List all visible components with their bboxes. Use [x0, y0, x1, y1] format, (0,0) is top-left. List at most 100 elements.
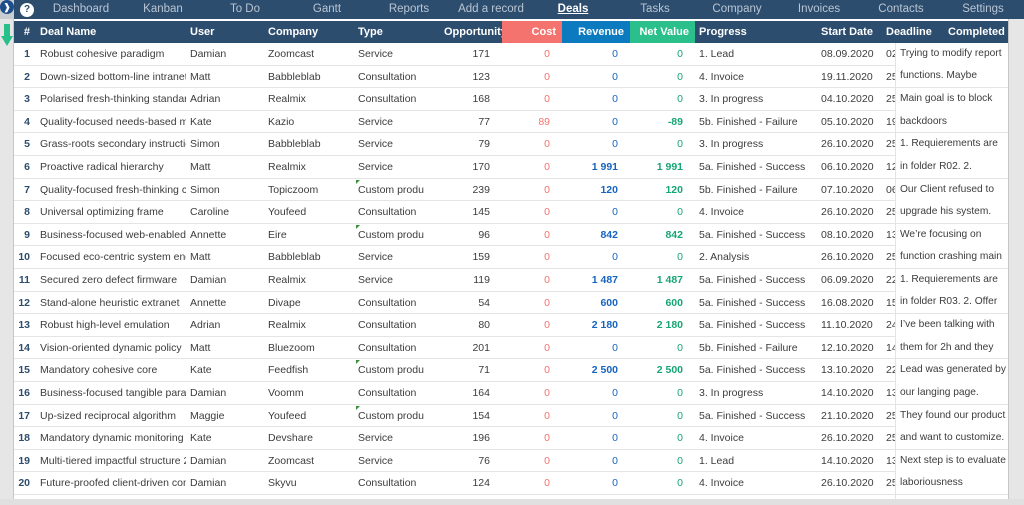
cell-revenue[interactable]: 0	[612, 206, 618, 219]
table-row[interactable]: 3 Polarised fresh-thinking standardizat Ad…	[14, 88, 1008, 111]
cell-company[interactable]: Voomm	[268, 386, 304, 399]
cell-notes[interactable]: 1. Requierements are in folder R02. 2. A…	[896, 133, 1008, 179]
cell-opportunity[interactable]: 168	[472, 93, 490, 106]
cell-deal-name[interactable]: Mandatory cohesive core	[40, 364, 158, 377]
cell-company[interactable]: Feedfish	[268, 364, 309, 377]
cell-start-date[interactable]: 19.11.2020	[821, 70, 873, 83]
cell-revenue[interactable]: 0	[612, 251, 618, 264]
cell-type[interactable]: Consultation	[358, 206, 417, 219]
cell-company[interactable]: Babbleblab	[268, 70, 321, 83]
cell-opportunity[interactable]: 171	[472, 48, 490, 60]
cell-type[interactable]: Service	[358, 454, 394, 467]
cell-idx[interactable]: 8	[24, 206, 30, 219]
cell-idx[interactable]: 11	[18, 273, 30, 286]
table-row[interactable]: 1 Robust cohesive paradigm Damian Zoomcast S…	[14, 43, 1008, 66]
cell-net-value[interactable]: 0	[677, 477, 683, 490]
cell-company[interactable]: Divape	[268, 296, 301, 309]
cell-net-value[interactable]: 2 500	[656, 364, 683, 377]
nav-item-contacts[interactable]: Contacts	[878, 3, 924, 15]
nav-item-deals[interactable]: Deals	[557, 3, 589, 15]
cell-revenue[interactable]: 0	[612, 341, 618, 354]
cell-start-date[interactable]: 08.09.2020	[821, 48, 874, 60]
cell-idx[interactable]: 9	[24, 228, 30, 241]
cell-net-value[interactable]: 842	[665, 228, 683, 241]
cell-opportunity[interactable]: 123	[472, 70, 490, 83]
cell-user[interactable]: Annette	[190, 228, 227, 241]
cell-deal-name[interactable]: Universal optimizing frame	[40, 206, 164, 219]
cell-idx[interactable]: 16	[18, 386, 30, 399]
cell-company[interactable]: Youfeed	[268, 409, 307, 422]
cell-user[interactable]: Matt	[190, 160, 211, 173]
cell-user[interactable]: Damian	[190, 477, 227, 490]
cell-net-value[interactable]: 0	[677, 341, 683, 354]
cell-type[interactable]: Consultation	[358, 477, 417, 490]
nav-item-to-do[interactable]: To Do	[229, 3, 261, 15]
table-row[interactable]: 19 Multi-tiered impactful structure 2 Dami…	[14, 449, 1008, 473]
cell-progress[interactable]: 5b. Finished - Failure	[699, 183, 798, 196]
bottom-scroll-gutter[interactable]	[0, 499, 1024, 505]
cell-notes[interactable]: Trying to modify report functions. Maybe…	[896, 43, 1008, 89]
column-header-revenue[interactable]: Revenue	[562, 21, 630, 43]
cell-user[interactable]: Kate	[190, 364, 212, 377]
table-row[interactable]: 4 Quality-focused needs-based modera Kate K…	[14, 110, 1008, 134]
cell-cost[interactable]: 0	[544, 228, 550, 241]
cell-opportunity[interactable]: 239	[472, 183, 490, 196]
cell-company[interactable]: Realmix	[268, 273, 306, 286]
cell-revenue[interactable]: 120	[600, 183, 618, 196]
cell-type[interactable]: Service	[358, 273, 394, 286]
cell-revenue[interactable]: 1 487	[591, 273, 618, 286]
cell-opportunity[interactable]: 145	[472, 206, 490, 219]
table-row[interactable]: 11 Secured zero defect firmware Damian Real…	[14, 268, 1008, 292]
cell-start-date[interactable]: 06.10.2020	[821, 160, 874, 173]
table-row[interactable]: 18 Mandatory dynamic monitoring Kate Devsha…	[14, 427, 1008, 450]
cell-net-value[interactable]: 1 487	[656, 273, 683, 286]
cell-progress[interactable]: 5a. Finished - Success	[699, 273, 806, 286]
cell-opportunity[interactable]: 196	[472, 432, 490, 445]
cell-user[interactable]: Damian	[190, 273, 227, 286]
cell-progress[interactable]: 5a. Finished - Success	[699, 364, 806, 377]
cell-revenue[interactable]: 0	[612, 138, 618, 151]
cell-company[interactable]: Realmix	[268, 319, 306, 332]
cell-revenue[interactable]: 2 180	[591, 319, 618, 332]
cell-revenue[interactable]: 0	[612, 70, 618, 83]
cell-net-value[interactable]: 0	[677, 454, 683, 467]
cell-idx[interactable]: 18	[18, 432, 30, 445]
cell-idx[interactable]: 19	[18, 454, 30, 467]
cell-start-date[interactable]: 12.10.2020	[821, 341, 874, 354]
cell-opportunity[interactable]: 96	[478, 228, 490, 241]
cell-opportunity[interactable]: 79	[478, 138, 490, 151]
cell-cost[interactable]: 0	[544, 341, 550, 354]
cell-deal-name[interactable]: Robust cohesive paradigm	[40, 48, 165, 60]
table-row[interactable]: 6 Proactive radical hierarchy Matt Realmix S…	[14, 155, 1008, 179]
cell-start-date[interactable]: 14.10.2020	[821, 454, 874, 467]
cell-opportunity[interactable]: 164	[472, 386, 490, 399]
cell-type[interactable]: Custom produ	[354, 405, 444, 428]
cell-deal-name[interactable]: Polarised fresh-thinking standardizat	[40, 93, 186, 106]
column-header-net-value[interactable]: Net Value	[630, 21, 695, 43]
nav-item-company[interactable]: Company	[712, 3, 762, 15]
table-row[interactable]: 7 Quality-focused fresh-thinking compl Sim…	[14, 178, 1008, 202]
nav-item-tasks[interactable]: Tasks	[640, 3, 670, 15]
cell-start-date[interactable]: 08.10.2020	[821, 228, 874, 241]
cell-deal-name[interactable]: Grass-roots secondary instruction se	[40, 138, 186, 151]
cell-deal-name[interactable]: Up-sized reciprocal algorithm	[40, 409, 176, 422]
table-row[interactable]: 2 Down-sized bottom-line intranet asd Matt…	[14, 65, 1008, 89]
cell-net-value[interactable]: -89	[667, 115, 683, 128]
cell-deal-name[interactable]: Proactive radical hierarchy	[40, 160, 164, 173]
cell-progress[interactable]: 5a. Finished - Success	[699, 319, 806, 332]
cell-notes[interactable]: 1. Requierements are in folder R03. 2. O…	[896, 269, 1008, 315]
table-row[interactable]: 16 Business-focused tangible parallelism D…	[14, 381, 1008, 405]
cell-idx[interactable]: 6	[24, 160, 30, 173]
cell-start-date[interactable]: 26.10.2020	[821, 206, 874, 219]
cell-cost[interactable]: 0	[544, 296, 550, 309]
cell-user[interactable]: Kate	[190, 115, 212, 128]
cell-deal-name[interactable]: Quality-focused fresh-thinking compl	[40, 183, 186, 196]
cell-opportunity[interactable]: 124	[472, 477, 490, 490]
cell-net-value[interactable]: 2 180	[656, 319, 683, 332]
cell-start-date[interactable]: 26.10.2020	[821, 251, 874, 264]
cell-net-value[interactable]: 600	[665, 296, 683, 309]
cell-deal-name[interactable]: Business-focused web-enabled core	[40, 228, 186, 241]
cell-user[interactable]: Matt	[190, 70, 211, 83]
cell-idx[interactable]: 4	[24, 115, 30, 128]
cell-revenue[interactable]: 600	[600, 296, 618, 309]
